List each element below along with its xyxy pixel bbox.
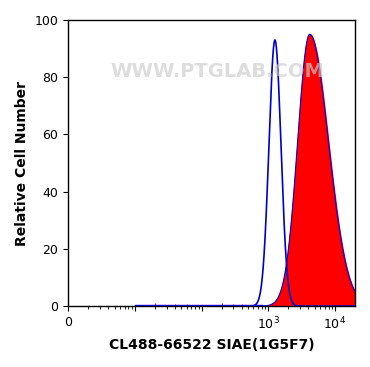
X-axis label: CL488-66522 SIAE(1G5F7): CL488-66522 SIAE(1G5F7)	[109, 338, 314, 352]
Y-axis label: Relative Cell Number: Relative Cell Number	[15, 81, 29, 246]
Text: WWW.PTGLAB.COM: WWW.PTGLAB.COM	[110, 62, 324, 81]
